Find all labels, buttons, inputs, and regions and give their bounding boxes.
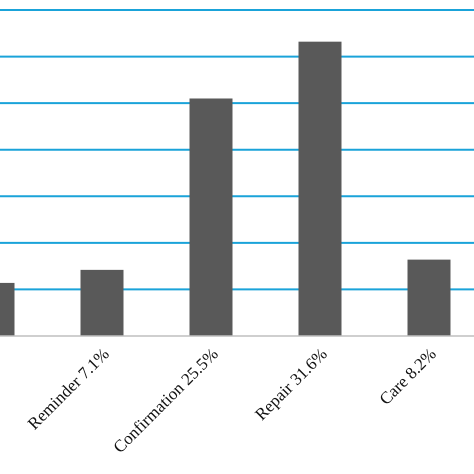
x-tick-label-3: Repair 31.6% xyxy=(251,344,331,424)
x-tick-label-0: Hello 5.7% xyxy=(0,344,4,412)
bar-0 xyxy=(0,282,15,336)
gridlines xyxy=(0,9,474,291)
bar-1 xyxy=(80,269,124,336)
bar-3 xyxy=(298,41,342,336)
x-tick-labels: Hello 5.7% Reminder 7.1%Confirmation 25.5… xyxy=(0,344,440,456)
x-tick-label-4: Care 8.2% xyxy=(376,344,440,408)
bar-2 xyxy=(189,98,233,336)
x-tick-label-2: Confirmation 25.5% xyxy=(110,344,222,456)
bars xyxy=(0,41,451,336)
x-tick-label-1: Reminder 7.1% xyxy=(24,344,113,433)
bar-4 xyxy=(407,259,451,336)
